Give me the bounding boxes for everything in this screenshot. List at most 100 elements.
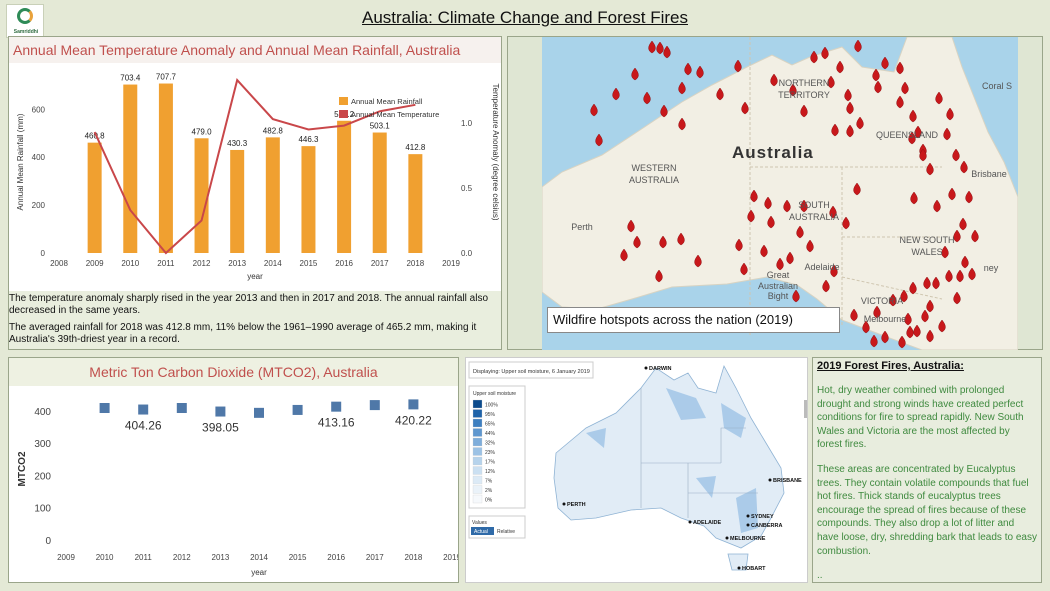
x-axis-title: year [251,568,267,577]
x-tick-label: 2012 [193,259,211,268]
fire-icon [945,269,953,283]
page-title: Australia: Climate Change and Forest Fir… [362,8,688,27]
x-tick-label: 2009 [57,553,75,562]
fire-icon [938,319,946,333]
fire-icon [856,116,864,130]
forest-fires-text-panel: 2019 Forest Fires, Australia: Hot, dry w… [812,357,1042,583]
fire-icon [971,229,979,243]
map-label: TERRITORY [778,90,830,100]
fire-icon [935,91,943,105]
fire-icon [921,309,929,323]
moisture-legend-swatch [472,447,483,456]
rainfall-bar-label: 703.4 [120,74,141,83]
moisture-legend-title: Upper soil moisture [473,391,516,397]
country-label: Australia [732,143,814,162]
fire-icon [830,264,838,278]
fire-icon [612,87,620,101]
y2-tick-label: 1.0 [461,119,473,128]
y-tick-label: 400 [32,153,46,162]
australia-landmass [542,37,1018,350]
city-label: BRISBANE [773,478,802,484]
fire-icon [831,123,839,137]
fire-icon [648,40,656,54]
fire-icon [874,80,882,94]
wildfire-map[interactable]: NORTHERN TERRITORY QUEENSLAND WESTERN AUSTRA… [542,37,1018,350]
fire-icon [796,225,804,239]
fire-icon [595,133,603,147]
logo: Samriddhi [6,4,44,38]
co2-point-label: 413.16 [318,416,355,430]
fire-icon [827,75,835,89]
fire-icon [862,320,870,334]
moisture-legend-swatch [472,409,483,418]
relative-button[interactable]: Relative [497,529,515,535]
rainfall-bar [158,83,173,253]
tasmania-shape [727,553,749,571]
x-tick-label: 2019 [442,259,460,268]
x-tick-label: 2018 [405,553,423,562]
fire-icon [889,293,897,307]
rainfall-bar [372,132,387,253]
moisture-legend-swatch [472,399,483,409]
fire-icon [789,83,797,97]
fire-icon [760,244,768,258]
city-dot-icon [644,366,648,370]
map-label: AUSTRALIA [789,212,839,222]
fire-icon [952,148,960,162]
y-tick-label: 600 [32,105,46,114]
x-tick-label: 2016 [327,553,345,562]
x-tick-label: 2008 [50,259,68,268]
fire-icon [822,279,830,293]
soil-moisture-panel: Displaying: Upper soil moisture, 6 Janua… [465,357,808,583]
moisture-legend-label: 65% [485,422,496,428]
fire-icon [786,251,794,265]
x-tick-label: 2017 [371,259,389,268]
rainfall-bar-label: 430.3 [227,139,248,148]
fire-icon [806,239,814,253]
fire-icon [881,56,889,70]
y-tick-label: 0 [41,249,46,258]
fire-icon [792,289,800,303]
fire-icon [660,104,668,118]
fire-icon [901,81,909,95]
map-label: WESTERN [632,163,677,173]
rainfall-bar-label: 479.0 [192,127,213,136]
y-axis-title: Annual Mean Rainfall (mm) [16,113,25,210]
map-label: SOUTH [798,200,830,210]
fire-icon [853,182,861,196]
x-tick-label: 2011 [157,259,175,268]
x-tick-label: 2012 [173,553,191,562]
fire-icon [943,127,951,141]
co2-point [292,404,303,415]
fire-icon [684,62,692,76]
fire-icon [590,103,598,117]
fire-icon [881,330,889,344]
co2-point [331,401,342,412]
x-tick-label: 2015 [289,553,307,562]
actual-button[interactable] [471,527,494,535]
co2-point [138,404,149,415]
moisture-legend-label: 2% [485,488,493,494]
fire-icon [770,73,778,87]
fire-icon [948,187,956,201]
chart-notes: The temperature anomaly sharply rised in… [9,291,501,349]
x-tick-label: 2017 [366,553,384,562]
legend-label-temperature: Annual Mean Temperature [351,110,439,119]
fire-icon [620,248,628,262]
map-label: Adelaide [804,262,839,272]
city-label: HOBART [742,566,766,572]
y-tick-label: 200 [34,471,51,482]
fire-icon [919,148,927,162]
city-dot-icon [562,502,566,506]
fire-icon [740,262,748,276]
scrollbar[interactable] [804,400,807,418]
fire-icon [850,308,858,322]
legend-swatch-rainfall [339,97,348,105]
x-tick-label: 2014 [264,259,282,268]
rainfall-bar-label: 446.3 [298,135,319,144]
fire-icon [926,329,934,343]
moisture-legend-swatch [472,418,483,428]
actual-button-label: Actual [474,529,488,535]
fire-icon [716,87,724,101]
x-tick-label: 2013 [212,553,230,562]
